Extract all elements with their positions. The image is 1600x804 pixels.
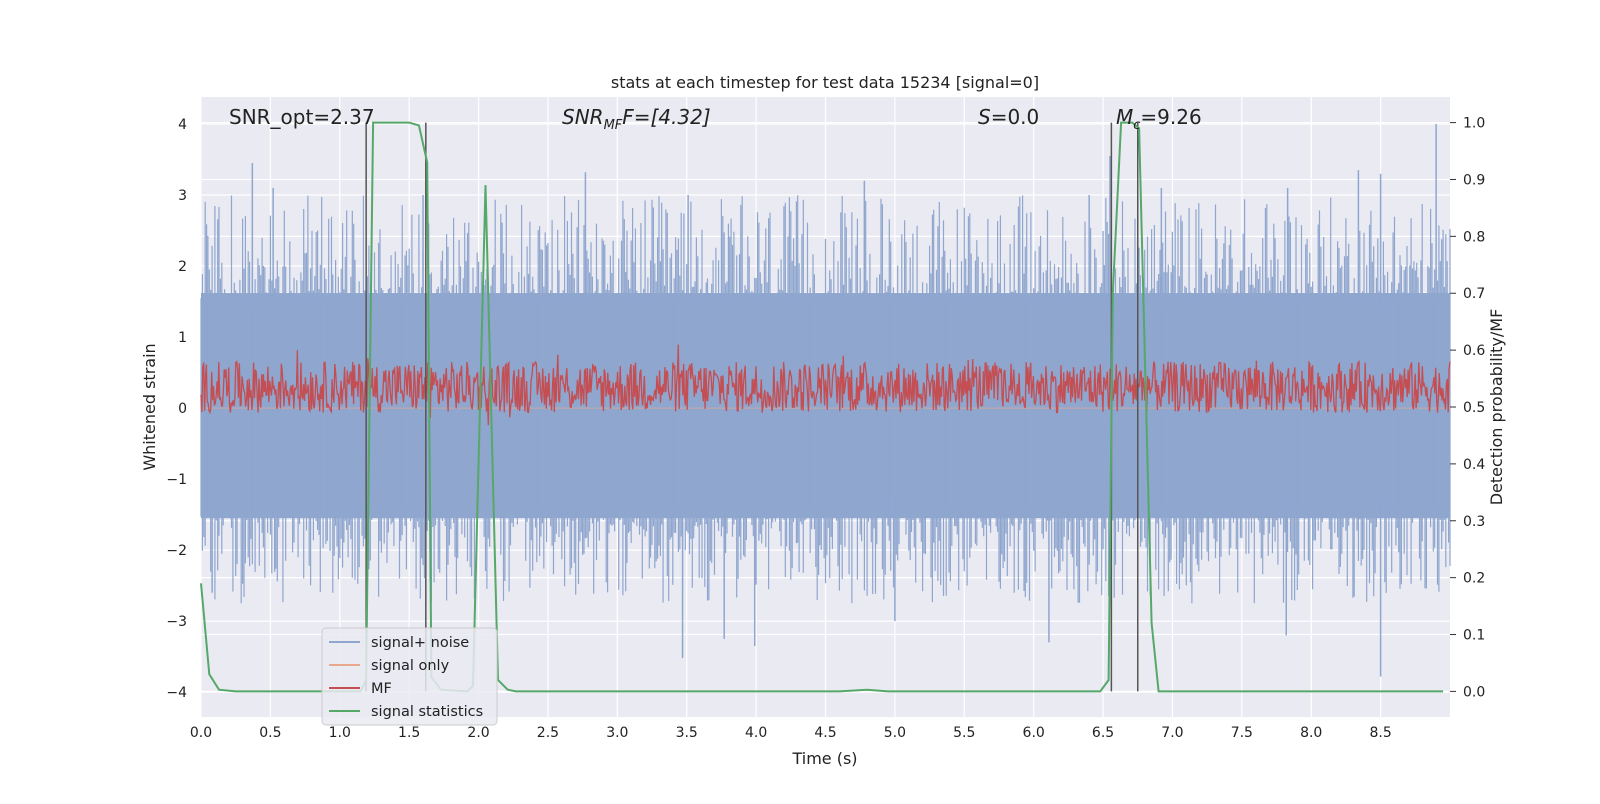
x-tick-label: 0.0 [190,725,212,741]
y-tick-label: 1 [178,330,187,346]
y-tick-label: −2 [166,543,187,559]
y2-tick-label: 0.1 [1463,628,1485,644]
x-tick-label: 1.5 [398,725,420,741]
x-tick-label: 4.5 [814,725,836,741]
legend-label-signal-noise: signal+ noise [371,635,469,651]
x-tick-label: 5.5 [953,725,975,741]
y-axis-title: Whitened strain [140,343,159,470]
annotation-snr-opt: SNR_opt=2.37 [229,105,375,129]
y2-tick-label: 0.6 [1463,343,1485,359]
annotation-snr-mf-sub: MF [604,118,623,133]
y2-tick-label: 0.8 [1463,229,1485,245]
y2-tick-label: 0.0 [1463,684,1485,700]
y2-tick-label: 0.3 [1463,514,1485,530]
y2-tick-label: 0.5 [1463,400,1485,416]
annotation-s-value: =0.0 [991,105,1040,129]
x-tick-label: 8.0 [1300,725,1322,741]
ticks-layer: 0.0 0.5 1.0 1.5 2.0 2.5 3.0 3.5 4.0 4.5 5.0 5.5 6.0 6… [166,116,1485,741]
annotation-mc: Mc=9.26 [1116,105,1202,133]
x-axis-title: Time (s) [791,749,857,768]
y2-tick-label: 0.2 [1463,571,1485,587]
markers-layer [365,122,1139,692]
x-tick-label: 8.5 [1369,725,1391,741]
annotation-snr-mf-base: SNR [562,105,604,129]
x-tick-label: 7.0 [1161,725,1183,741]
annotation-mc-sub: c [1133,118,1140,133]
x-tick-label: 5.0 [884,725,906,741]
annotation-snr-mf: SNRMFF=[4.32] [562,105,711,133]
legend-label-signal-statistics: signal statistics [371,704,483,720]
y-tick-label: 0 [178,401,187,417]
x-tick-label: 1.0 [329,725,351,741]
x-tick-label: 3.5 [676,725,698,741]
annotation-mc-base: M [1116,105,1133,129]
y2-tick-label: 0.7 [1463,286,1485,302]
x-tick-label: 0.5 [259,725,281,741]
legend-label-mf: MF [371,681,392,697]
annotation-snr-mf-tail: F=[4.32] [622,105,710,129]
mf-layer [200,344,1451,426]
x-tick-label: 7.5 [1231,725,1253,741]
y-tick-label: −1 [166,472,187,488]
x-tick-label: 6.0 [1023,725,1045,741]
x-tick-label: 2.5 [537,725,559,741]
x-tick-label: 3.0 [606,725,628,741]
y2-tick-label: 0.4 [1463,457,1485,473]
y-tick-label: 3 [178,188,187,204]
mf-line [200,344,1451,426]
x-tick-label: 2.0 [467,725,489,741]
legend-label-signal-only: signal only [371,658,450,674]
y-tick-label: 2 [178,259,187,275]
y-tick-label: −4 [166,685,187,701]
annotation-s-var: S [978,105,991,129]
legend-box [321,627,498,726]
y2-tick-label: 0.9 [1463,172,1485,188]
annotation-mc-value: =9.26 [1140,105,1201,129]
y-tick-label: 4 [178,117,187,133]
y-tick-label: −3 [166,614,187,630]
legend: signal+ noise signal only MF signal stat… [321,627,498,726]
x-tick-label: 4.0 [745,725,767,741]
x-tick-label: 6.5 [1092,725,1114,741]
y2-tick-label: 1.0 [1463,116,1485,132]
chart-title: stats at each timestep for test data 152… [611,73,1039,92]
annotation-s: S=0.0 [978,105,1039,129]
y2-axis-title: Detection probability/MF [1487,309,1506,506]
